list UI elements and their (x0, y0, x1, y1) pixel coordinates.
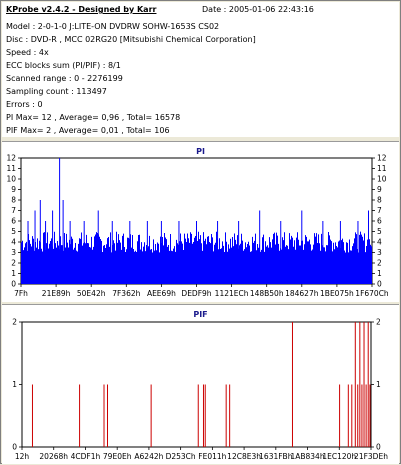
y-tick-label-left: 7 (11, 206, 16, 215)
y-tick-label-left: 1 (12, 380, 17, 389)
y-tick-label-left: 6 (11, 217, 16, 226)
y-tick-label-right: 2 (376, 318, 381, 327)
y-tick-label-left: 8 (11, 196, 16, 205)
y-tick-label-right: 8 (377, 196, 382, 205)
x-tick-label: 50E42h (77, 289, 106, 298)
y-tick-label-right: 1 (377, 269, 382, 278)
x-tick-label: 79E0Eh (103, 452, 132, 461)
pif-chart-panel: PIF 0 0 1 1 2 2 12h 20268h 4CDF1h 79E0Eh A6242h D25… (2, 304, 399, 464)
y-tick-label-left: 2 (12, 318, 17, 327)
model-line: Model : 2-0-1-0 J:LITE-ON DVDRW SOHW-165… (6, 22, 220, 31)
errors-line: Errors : 0 (6, 100, 43, 109)
y-tick-label-left: 10 (6, 175, 16, 184)
y-tick-label-left: 9 (11, 185, 16, 194)
y-tick-label-right: 0 (377, 280, 382, 289)
pif-stats-line: PIF Max= 2 , Average= 0,01 , Total= 106 (6, 126, 170, 135)
x-tick-label: 4CDF1h (71, 452, 101, 461)
x-tick-label: AEE69h (147, 289, 176, 298)
range-line: Scanned range : 0 - 2276199 (6, 74, 123, 83)
x-tick-label: 7F362h (112, 289, 140, 298)
y-tick-label-right: 4 (377, 238, 382, 247)
y-tick-label-right: 2 (377, 259, 382, 268)
x-tick-label: 21E89h (42, 289, 71, 298)
y-tick-label-right: 0 (376, 443, 381, 452)
speed-line: Speed : 4x (6, 48, 49, 57)
x-tick-label: 184627h (285, 289, 319, 298)
x-tick-label: 1121ECh (215, 289, 249, 298)
y-tick-label-left: 0 (12, 443, 17, 452)
disc-line: Disc : DVD-R , MCC 02RG20 [Mitsubishi Ch… (6, 35, 256, 44)
x-tick-label: FE011h (198, 452, 226, 461)
x-tick-label: 148B50h (250, 289, 284, 298)
y-tick-label-left: 1 (11, 269, 16, 278)
x-tick-label: 7Fh (14, 289, 28, 298)
pif-chart-title: PIF (193, 310, 208, 319)
ecc-line: ECC blocks sum (PI/PIF) : 8/1 (6, 61, 121, 70)
y-tick-label-right: 7 (377, 206, 382, 215)
info-panel: KProbe v2.4.2 - Designed by Karr Date : … (2, 2, 399, 137)
y-tick-label-right: 11 (377, 164, 387, 173)
pif-chart: 0 0 1 1 2 2 12h 20268h 4CDF1h 79E0Eh A6242h D253Ch F… (12, 318, 388, 462)
sampling-line: Sampling count : 113497 (6, 87, 107, 96)
x-tick-label: D253Ch (166, 452, 196, 461)
y-tick-label-right: 5 (377, 227, 382, 236)
x-tick-label: A6242h (134, 452, 163, 461)
y-tick-label-right: 6 (377, 217, 382, 226)
x-tick-label: 1F670Ch (355, 289, 389, 298)
pi-stats-line: PI Max= 12 , Average= 0,96 , Total= 1657… (6, 113, 181, 122)
y-tick-label-right: 10 (377, 175, 387, 184)
x-tick-label: 1EC120h (322, 452, 356, 461)
y-tick-label-right: 1 (376, 380, 381, 389)
y-tick-label-left: 3 (11, 248, 16, 257)
x-tick-label: DEDF9h (181, 289, 211, 298)
y-tick-label-right: 12 (377, 154, 387, 163)
plot-area (21, 321, 372, 448)
y-tick-label-left: 4 (11, 238, 16, 247)
x-tick-label: 12C8E3h (227, 452, 261, 461)
x-tick-label: 12h (15, 452, 30, 461)
y-tick-label-left: 12 (6, 154, 16, 163)
y-tick-label-right: 3 (377, 248, 382, 257)
scan-date: Date : 2005-01-06 22:43:16 (202, 5, 314, 14)
y-tick-label-right: 9 (377, 185, 382, 194)
pi-chart-panel: PI 0 0 1 1 2 2 3 3 4 4 5 5 6 6 7 7 8 8 9 9 10 10 11 11 12 12 7Fh 21… (2, 141, 399, 302)
x-tick-label: 1631FBh (259, 452, 293, 461)
y-tick-label-left: 0 (11, 280, 16, 289)
y-tick-label-left: 11 (6, 164, 16, 173)
x-tick-label: 21F3DEh (354, 452, 388, 461)
app-title: KProbe v2.4.2 - Designed by Karr (6, 5, 157, 14)
x-tick-label: 1BE075h (320, 289, 354, 298)
pi-chart-title: PI (196, 147, 205, 156)
x-tick-label: 1AB834h (290, 452, 324, 461)
y-tick-label-left: 5 (11, 227, 16, 236)
x-tick-label: 20268h (39, 452, 68, 461)
y-tick-label-left: 2 (11, 259, 16, 268)
